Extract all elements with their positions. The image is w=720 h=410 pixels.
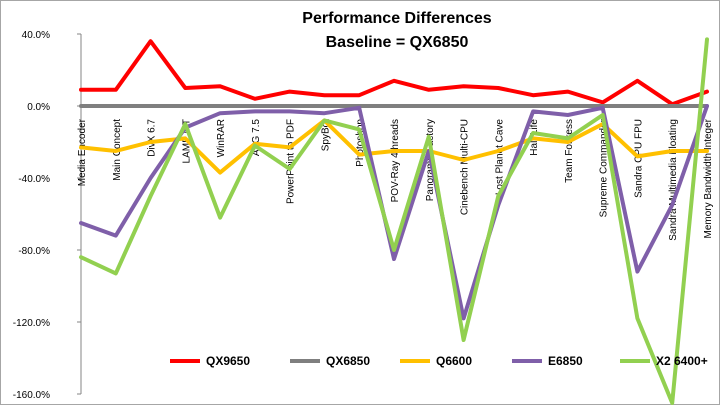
- x-tick-label: Lost Planet Cave: [494, 119, 505, 196]
- x-tick-label: Team Fortress: [564, 119, 575, 183]
- y-tick-label: -40.0%: [18, 174, 50, 185]
- y-axis: 40.0% 0.0% -40.0% -80.0% -120.0% -160.0%: [13, 30, 82, 401]
- series-line-x2-6400: [79, 37, 709, 405]
- legend-label-x2-6400: X2 6400+: [656, 354, 708, 368]
- x-tick-label: Photoshop: [355, 119, 366, 167]
- x-tick-label: Sandra Multimedia Floating: [668, 119, 679, 241]
- y-tick-label: 0.0%: [27, 102, 50, 113]
- chart-title: Performance Differences: [302, 10, 492, 27]
- x-tick-label: Sandra CPU FPU: [633, 119, 644, 198]
- x-tick-label: SpyBot: [320, 119, 331, 151]
- chart-subtitle: Baseline = QX6850: [326, 34, 469, 51]
- x-tick-label: Memory Bandwidth Integer: [703, 118, 714, 238]
- y-tick-label: -120.0%: [13, 318, 50, 329]
- x-tick-label: POV-Ray 4threads: [390, 119, 401, 202]
- x-tick-label: DivX 6.7: [147, 119, 158, 157]
- series-lines: [79, 37, 709, 405]
- legend-label-qx6850: QX6850: [326, 354, 370, 368]
- legend-label-q6600: Q6600: [436, 354, 472, 368]
- x-tick-label: Supreme Commander: [599, 118, 610, 217]
- legend-label-e6850: E6850: [548, 354, 583, 368]
- legend: QX9650 QX6850 Q6600 E6850 X2 6400+: [170, 354, 708, 368]
- x-tick-label: WinRAR: [216, 119, 227, 157]
- y-tick-label: -160.0%: [13, 390, 50, 401]
- x-tick-label: Cinebench Multi-CPU: [460, 119, 471, 215]
- series-line-qx9650: [79, 39, 709, 107]
- x-tick-label: PowerPoint to PDF: [286, 119, 297, 204]
- legend-label-qx9650: QX9650: [206, 354, 250, 368]
- x-tick-label: Media Encoder: [77, 118, 88, 186]
- y-tick-label: -80.0%: [18, 246, 50, 257]
- x-tick-label: AVG 7.5: [251, 119, 262, 156]
- y-tick-label: 40.0%: [22, 30, 50, 41]
